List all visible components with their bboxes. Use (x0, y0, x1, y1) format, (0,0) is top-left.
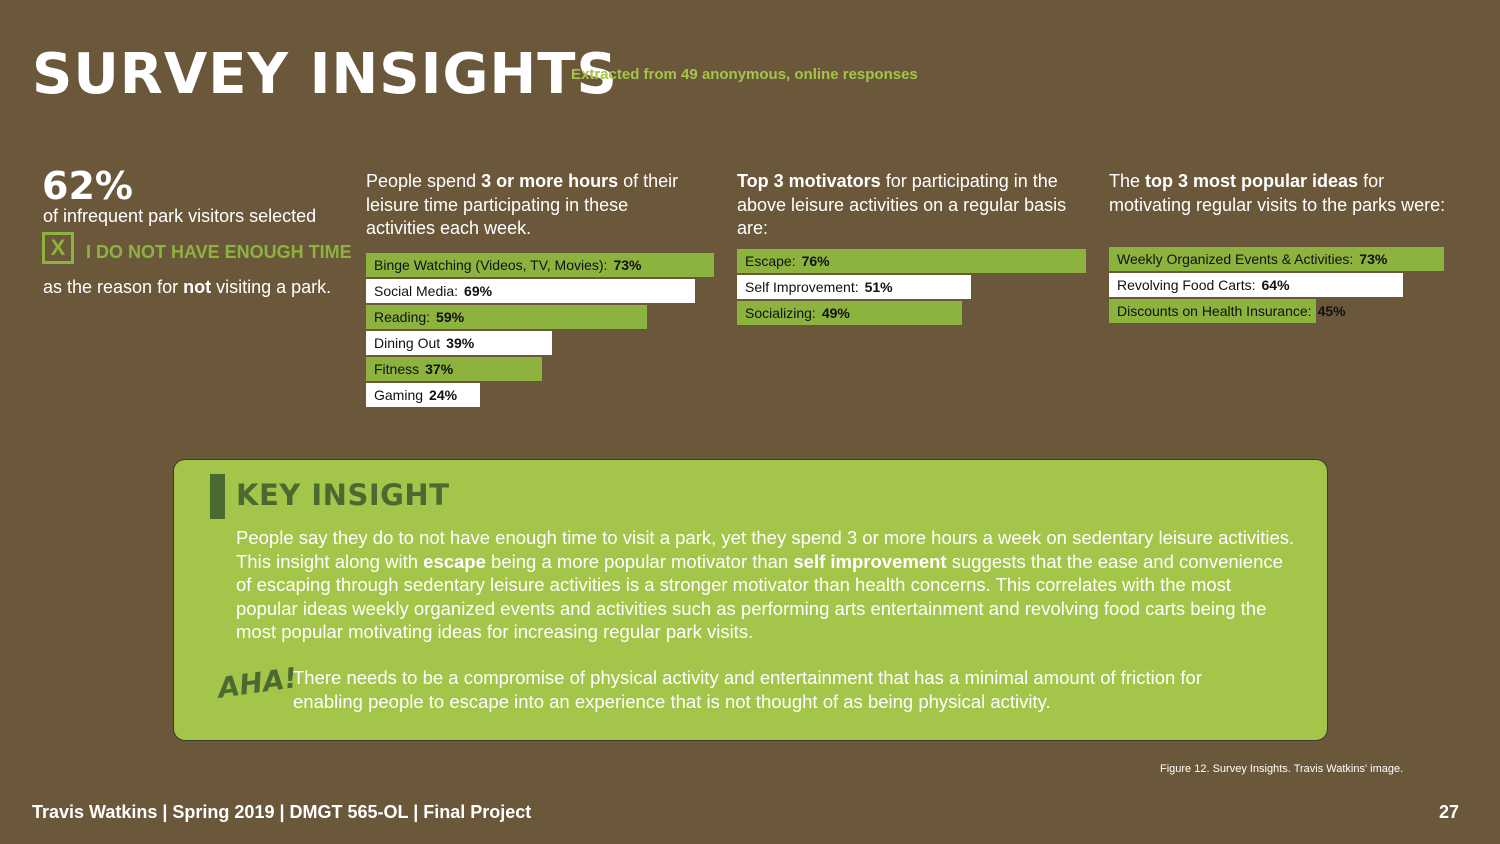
key-insight-body: People say they do to not have enough ti… (236, 527, 1295, 642)
page-number: 27 (1438, 802, 1459, 822)
stat-reason: as the reason for not visiting a park. (43, 277, 332, 297)
bar-binge-watching: Binge Watching (Videos, TV, Movies): 73% (366, 253, 715, 277)
key-insight-panel (173, 459, 1328, 741)
bar-gaming: Gaming 24% (366, 383, 481, 407)
bar-weekly-events: Weekly Organized Events & Activities: 73% (1109, 247, 1445, 271)
hours-intro: People spend 3 or more hours of their le… (366, 171, 679, 238)
stat-percent: 62% (42, 164, 133, 208)
page-title: SURVEY INSIGHTS (32, 42, 618, 107)
bar-self-improvement: Self Improvement: 51% (737, 275, 972, 299)
key-insight-heading: KEY INSIGHT (236, 478, 450, 512)
bar-escape: Escape: 76% (737, 249, 1086, 273)
bar-social-media: Social Media: 69% (366, 279, 696, 303)
footer-text: Travis Watkins | Spring 2019 | DMGT 565-… (32, 802, 532, 822)
ideas-intro: The top 3 most popular ideas for motivat… (1109, 171, 1446, 215)
motivators-intro: Top 3 motivators for participating in th… (737, 171, 1067, 238)
bar-socializing: Socializing: 49% (737, 301, 962, 325)
stat-description: of infrequent park visitors selected (43, 206, 317, 226)
figure-caption: Figure 12. Survey Insights. Travis Watki… (1160, 763, 1404, 775)
selected-choice: I DO NOT HAVE ENOUGH TIME (86, 242, 352, 262)
bar-food-carts: Revolving Food Carts: 64% (1109, 273, 1403, 297)
checkbox-x-icon: X (42, 232, 74, 264)
key-insight-accent-bar (210, 474, 225, 519)
page-subtitle: Extracted from 49 anonymous, online resp… (571, 66, 918, 83)
bar-fitness: Fitness 37% (366, 357, 543, 381)
bar-dining-out: Dining Out 39% (366, 331, 553, 355)
bar-health-discounts: Discounts on Health Insurance: 45% (1109, 299, 1346, 323)
bar-reading: Reading: 59% (366, 305, 648, 329)
aha-text: There needs to be a compromise of physic… (293, 667, 1203, 712)
